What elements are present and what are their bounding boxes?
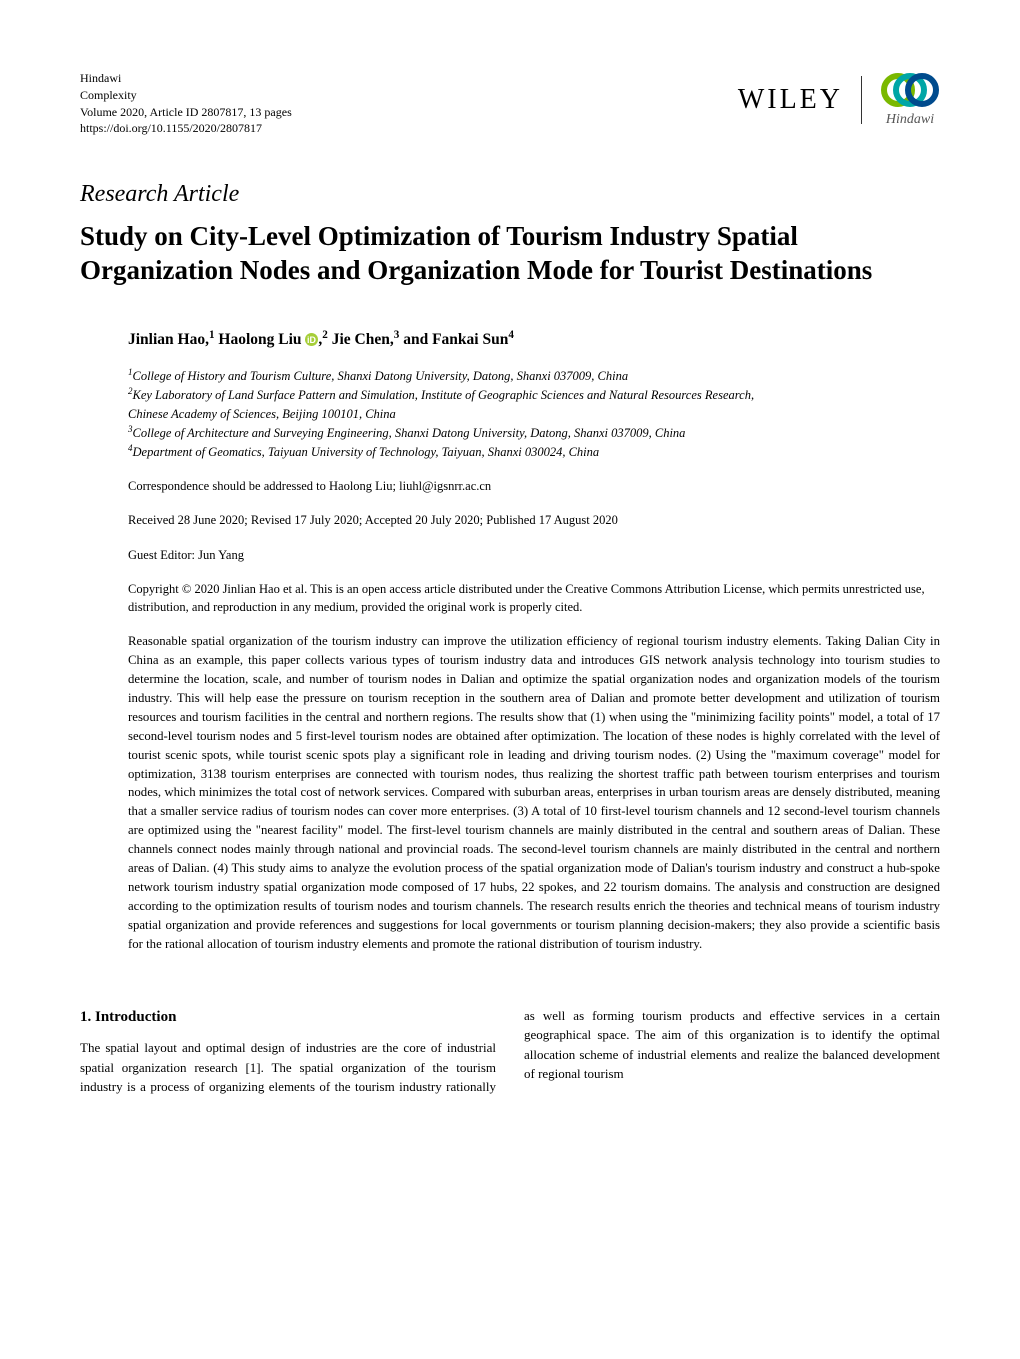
affiliation-4: 4Department of Geomatics, Taiyuan Univer… (128, 442, 940, 461)
affiliation-2a: 2Key Laboratory of Land Surface Pattern … (128, 385, 940, 404)
author-3-sup: 3 (394, 329, 400, 341)
hindawi-logo: Hindawi (880, 70, 940, 130)
author-3: Jie Chen, (332, 332, 394, 349)
author-2-sup: 2 (322, 329, 328, 341)
affiliation-3: 3College of Architecture and Surveying E… (128, 423, 940, 442)
affiliations: 1College of History and Tourism Culture,… (80, 366, 940, 461)
authors-line: Jinlian Hao,1 Haolong Liu iD ,2 Jie Chen… (80, 327, 940, 352)
article-type: Research Article (80, 177, 940, 212)
header-row: Hindawi Complexity Volume 2020, Article … (80, 70, 940, 137)
author-4-sup: 4 (508, 329, 514, 341)
logo-divider (861, 76, 862, 124)
affiliation-1: 1College of History and Tourism Culture,… (128, 366, 940, 385)
body-columns: 1. Introduction The spatial layout and o… (80, 1006, 940, 1097)
meta-block: Hindawi Complexity Volume 2020, Article … (80, 70, 292, 137)
guest-editor: Guest Editor: Jun Yang (80, 546, 940, 564)
doi-line: https://doi.org/10.1155/2020/2807817 (80, 120, 292, 137)
copyright-notice: Copyright © 2020 Jinlian Hao et al. This… (80, 580, 940, 616)
author-2: Haolong Liu (218, 332, 301, 349)
correspondence: Correspondence should be addressed to Ha… (80, 477, 940, 495)
article-title: Study on City-Level Optimization of Tour… (80, 220, 940, 288)
journal-name: Complexity (80, 87, 292, 104)
hindawi-rings-icon (880, 70, 940, 110)
orcid-icon: iD (305, 333, 318, 346)
hindawi-label: Hindawi (886, 110, 934, 130)
publisher-name: Hindawi (80, 70, 292, 87)
volume-line: Volume 2020, Article ID 2807817, 13 page… (80, 104, 292, 121)
author-4: and Fankai Sun (403, 332, 508, 349)
abstract: Reasonable spatial organization of the t… (80, 632, 940, 954)
author-1: Jinlian Hao, (128, 332, 209, 349)
author-1-sup: 1 (209, 329, 215, 341)
section-1-heading: 1. Introduction (80, 1006, 496, 1029)
wiley-logo: WILEY (738, 80, 843, 121)
affiliation-2b: Chinese Academy of Sciences, Beijing 100… (128, 405, 940, 423)
article-dates: Received 28 June 2020; Revised 17 July 2… (80, 511, 940, 529)
publisher-logos: WILEY Hindawi (738, 70, 940, 130)
svg-text:iD: iD (307, 334, 316, 344)
